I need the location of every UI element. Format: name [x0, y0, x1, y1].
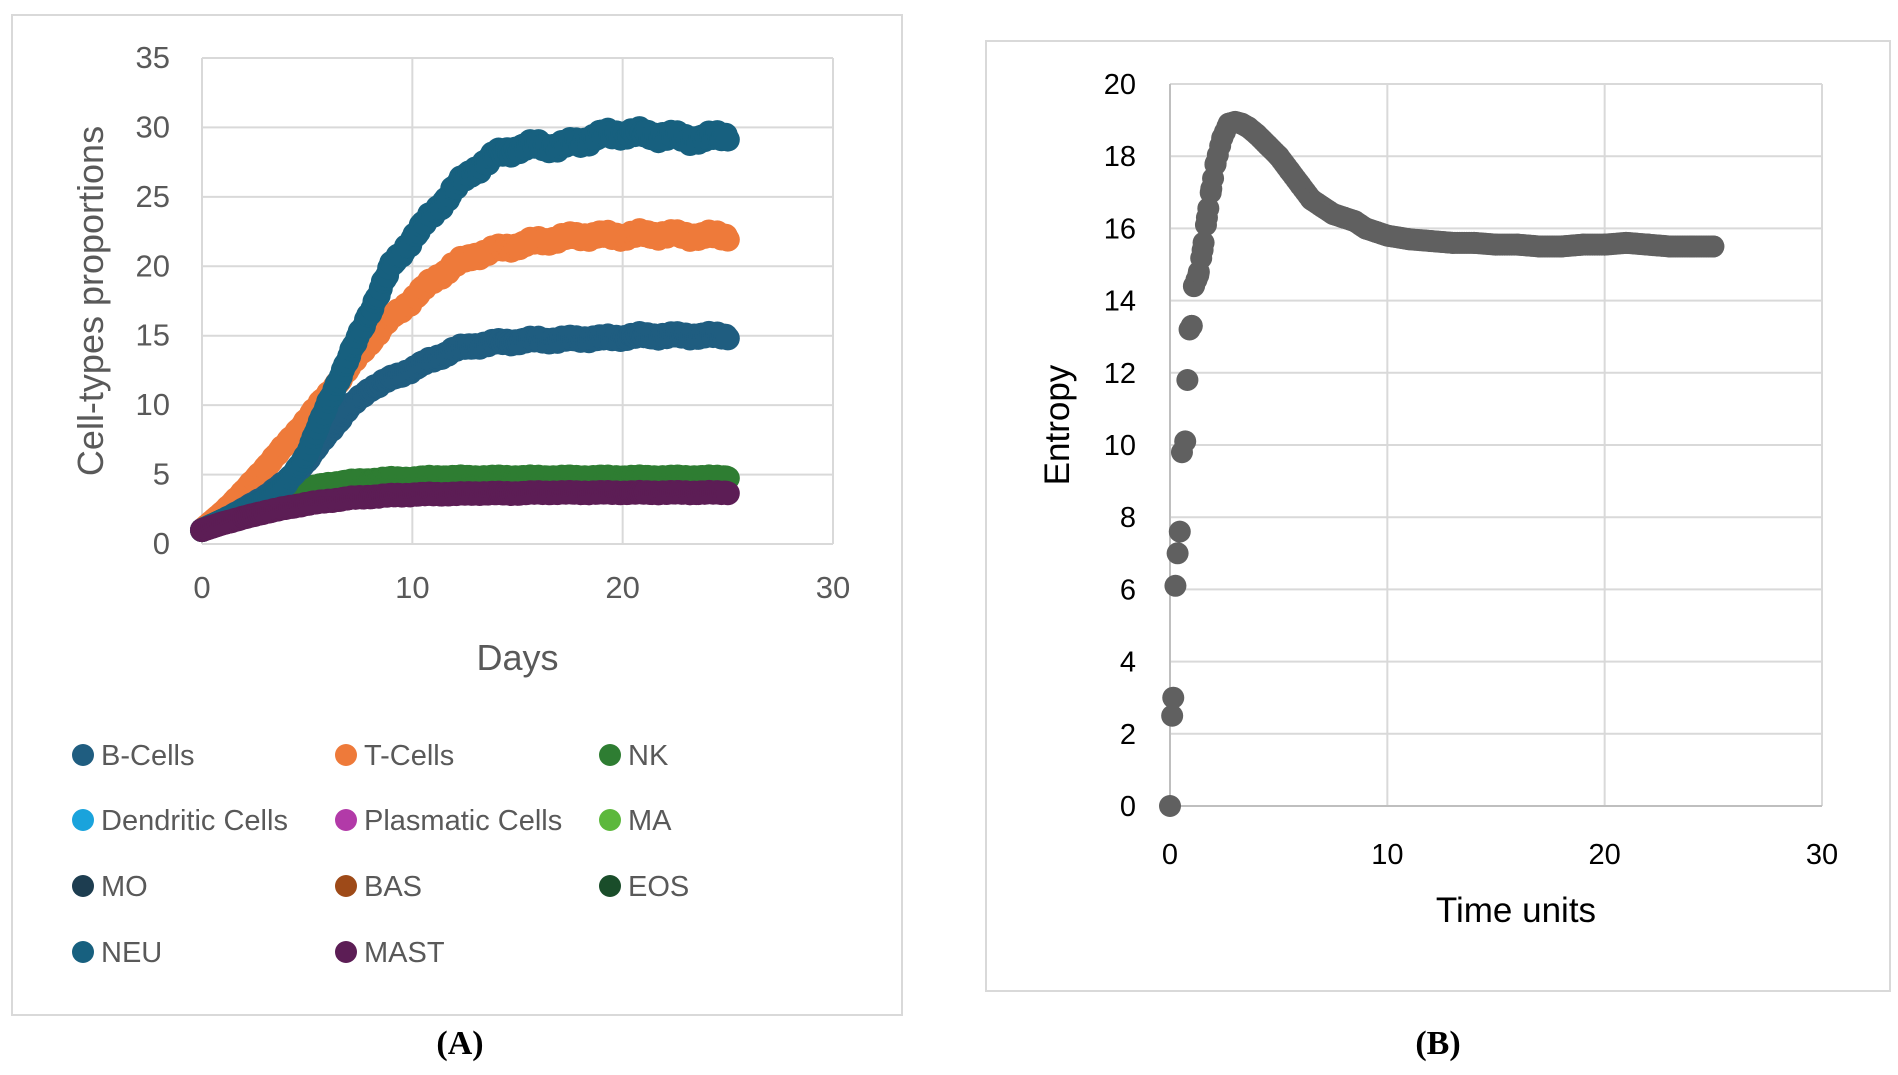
chart-b-ytick-label: 4: [1120, 647, 1136, 679]
chart-a-ylabel: Cell-types proportions: [70, 126, 111, 476]
chart-b-grid: [1169, 83, 1823, 807]
chart-b-point: [1194, 213, 1217, 236]
chart-a-ytick-label: 10: [136, 387, 170, 422]
chart-b-xtick-label: 20: [1589, 839, 1621, 871]
chart-a-xtick-label: 10: [395, 570, 429, 605]
chart-a-ytick-label: 25: [136, 179, 170, 214]
chart-b-point: [1702, 235, 1725, 258]
chart-b-point: [1176, 369, 1199, 392]
legend-marker-icon: [72, 875, 94, 897]
chart-a-legend-item: MA: [599, 805, 672, 837]
chart-a-legend-label: EOS: [628, 871, 689, 903]
chart-b-ytick-label: 16: [1104, 213, 1136, 245]
chart-a-legend-item: T-Cells: [335, 740, 454, 772]
chart-b-point: [1174, 430, 1197, 453]
chart-a-ytick-label: 30: [136, 109, 170, 144]
legend-marker-icon: [599, 744, 621, 766]
chart-b-xtick-label: 0: [1162, 839, 1178, 871]
chart-a-legend-item: B-Cells: [72, 740, 194, 772]
chart-a-legend-item: MO: [72, 871, 148, 903]
chart-a-xtick-label: 20: [605, 570, 639, 605]
chart-b-ytick-label: 2: [1120, 719, 1136, 751]
legend-marker-icon: [72, 941, 94, 963]
legend-marker-icon: [335, 941, 357, 963]
chart-a-legend: B-Cells T-Cells NK Dendritic Cells Plasmatic…: [72, 740, 689, 969]
chart-b-xtick-label: 30: [1806, 839, 1838, 871]
chart-b-ytick-label: 14: [1104, 286, 1136, 318]
chart-a-legend-label: MAST: [364, 937, 445, 969]
chart-a-legend-label: NEU: [101, 937, 162, 969]
chart-b-xlabel: Time units: [1436, 891, 1596, 930]
chart-a-legend-item: NK: [599, 740, 669, 772]
chart-b-point: [1192, 231, 1215, 254]
chart-a-legend-item: NEU: [72, 937, 162, 969]
chart-a-legend-label: Dendritic Cells: [101, 805, 288, 837]
chart-b-point: [1180, 314, 1203, 337]
legend-marker-icon: [72, 809, 94, 831]
chart-a-ytick-label: 5: [153, 457, 170, 492]
chart-b: 0 2 4 6 8 10 12 14 16 18 20 0 10 20 30 Time units Entrop…: [1038, 69, 1838, 930]
chart-a-legend-item: BAS: [335, 871, 422, 903]
chart-a-xtick-label: 30: [816, 570, 850, 605]
chart-b-ytick-label: 0: [1120, 791, 1136, 823]
chart-a-legend-label: T-Cells: [364, 740, 454, 772]
chart-b-ytick-label: 8: [1120, 502, 1136, 534]
chart-a-point: [715, 481, 740, 506]
chart-b-point: [1166, 542, 1189, 565]
chart-a-ytick-label: 0: [153, 526, 170, 561]
chart-a: 0 5 10 15 20 25 30 35 0 10 20 30 Days Cell-types prop…: [70, 40, 850, 969]
chart-a-ytick-label: 35: [136, 40, 170, 75]
chart-a-legend-item: MAST: [335, 937, 445, 969]
chart-b-point: [1164, 574, 1187, 597]
chart-a-xtick-label: 0: [193, 570, 210, 605]
chart-a-series-b-cells: [190, 320, 740, 543]
chart-b-ylabel: Entropy: [1038, 364, 1077, 485]
legend-marker-icon: [599, 809, 621, 831]
chart-a-legend-label: NK: [628, 740, 669, 772]
chart-b-ytick-label: 12: [1104, 358, 1136, 390]
chart-a-legend-label: Plasmatic Cells: [364, 805, 562, 837]
chart-b-ytick-label: 6: [1120, 574, 1136, 606]
chart-a-xlabel: Days: [476, 637, 558, 678]
chart-a-point: [715, 326, 740, 351]
chart-a-point: [715, 227, 740, 252]
panel-b-frame: [985, 40, 1891, 992]
chart-b-point: [1168, 520, 1191, 543]
chart-b-xtick-label: 10: [1371, 839, 1403, 871]
chart-b-ytick-label: 10: [1104, 430, 1136, 462]
legend-marker-icon: [335, 744, 357, 766]
chart-b-ytick-label: 20: [1104, 69, 1136, 101]
legend-marker-icon: [599, 875, 621, 897]
chart-b-series-entropy: [1159, 110, 1725, 817]
chart-a-legend-label: BAS: [364, 871, 422, 903]
legend-marker-icon: [335, 875, 357, 897]
chart-a-point: [715, 127, 740, 152]
chart-a-series-neu: [190, 116, 740, 543]
legend-marker-icon: [335, 809, 357, 831]
chart-a-legend-item: Plasmatic Cells: [335, 805, 562, 837]
chart-b-ytick-label: 18: [1104, 141, 1136, 173]
panel-a-caption: (A): [436, 1025, 484, 1062]
chart-a-ytick-label: 20: [136, 248, 170, 283]
chart-a-legend-label: MA: [628, 805, 672, 837]
chart-b-point: [1161, 704, 1184, 727]
chart-a-legend-label: MO: [101, 871, 148, 903]
legend-marker-icon: [72, 744, 94, 766]
panel-b-caption: (B): [1415, 1025, 1461, 1062]
chart-a-series-mast: [190, 479, 740, 543]
chart-b-point: [1162, 686, 1185, 709]
chart-a-legend-item: Dendritic Cells: [72, 805, 288, 837]
chart-a-legend-label: B-Cells: [101, 740, 194, 772]
chart-a-ytick-label: 15: [136, 318, 170, 353]
chart-a-legend-item: EOS: [599, 871, 689, 903]
chart-b-point: [1159, 795, 1181, 817]
